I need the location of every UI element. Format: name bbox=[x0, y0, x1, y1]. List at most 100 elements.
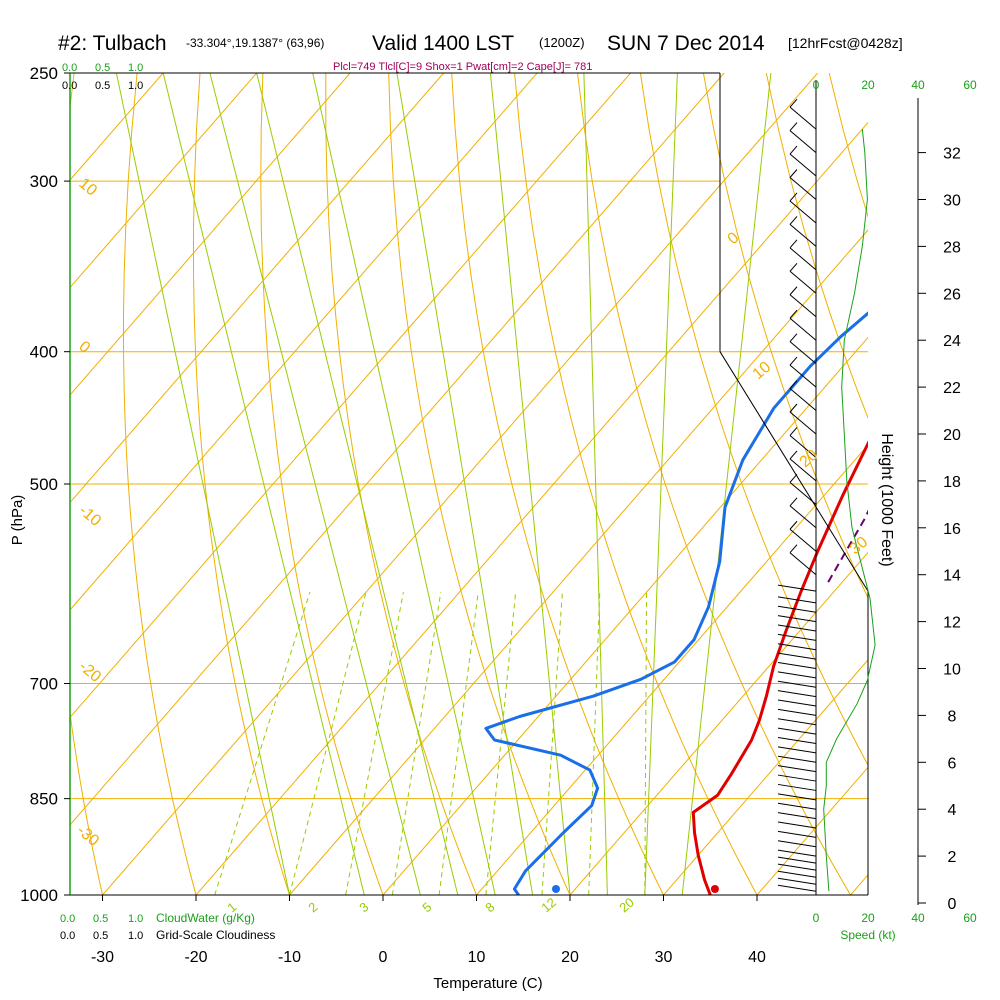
wind-barb bbox=[777, 877, 817, 885]
legend-top-black-1: 0.5 bbox=[95, 80, 110, 92]
height-tick-label: 28 bbox=[943, 239, 961, 256]
legend-bottom-black-0: 0.0 bbox=[60, 930, 75, 942]
plot-bevel-border bbox=[719, 351, 869, 592]
wind-barb bbox=[777, 708, 817, 716]
dry-adiabat bbox=[388, 73, 571, 895]
mixing-ratio-line bbox=[214, 591, 311, 895]
x-tick-label: 0 bbox=[379, 949, 388, 966]
wind-barb bbox=[777, 802, 817, 810]
isotherm-line bbox=[663, 659, 868, 895]
station-title: #2: Tulbach bbox=[58, 32, 167, 55]
wind-barb-flag bbox=[789, 216, 798, 225]
wind-barb-flag bbox=[789, 544, 798, 554]
height-tick-label: 10 bbox=[943, 662, 961, 679]
height-tick-label: 8 bbox=[948, 708, 957, 725]
y-axis-title: P (hPa) bbox=[9, 495, 26, 546]
mixing-ratio-line bbox=[438, 592, 479, 895]
wind-barb bbox=[777, 584, 817, 592]
wind-barb-flag bbox=[789, 380, 798, 389]
wind-barb-flag bbox=[789, 169, 798, 178]
forecast-date: SUN 7 Dec 2014 bbox=[607, 32, 765, 55]
dry-adiabat bbox=[828, 73, 868, 219]
wind-barb bbox=[789, 177, 817, 200]
height-tick-label: 12 bbox=[943, 615, 961, 632]
cloud-legend-top: 0.0 0.5 1.0 0.0 0.5 1.0 bbox=[62, 62, 143, 92]
height-tick-label: 30 bbox=[943, 193, 961, 210]
wind-barb bbox=[777, 746, 817, 754]
isotherm-line bbox=[70, 73, 258, 289]
isotherm-label: -20 bbox=[75, 658, 104, 686]
pressure-tick-label: 250 bbox=[30, 64, 58, 83]
sounding-traces bbox=[484, 311, 868, 895]
wind-barb-flag bbox=[789, 333, 798, 342]
height-tick-label: 32 bbox=[943, 146, 961, 163]
surface-temperature-dot bbox=[710, 885, 719, 893]
chart-header: #2: Tulbach -33.304°,19.1387° (63,96) Va… bbox=[58, 32, 903, 73]
mixing-ratio-line bbox=[485, 592, 517, 895]
isotherm-label: -30 bbox=[73, 822, 102, 850]
isobars bbox=[70, 72, 868, 896]
wind-barb-flag bbox=[789, 403, 798, 413]
pressure-tick-label: 300 bbox=[30, 172, 58, 191]
cloudwater-label: CloudWater (g/Kg) bbox=[156, 911, 255, 925]
mixing-ratio-line bbox=[289, 591, 367, 895]
legend-top-green-0: 0.0 bbox=[62, 62, 77, 74]
mixing-ratio-line bbox=[391, 592, 442, 895]
isotherm-label: 10 bbox=[75, 175, 100, 200]
wind-barb-flag bbox=[789, 98, 798, 108]
x-tick-label: 30 bbox=[655, 949, 673, 966]
wind-barb bbox=[789, 435, 817, 458]
wind-barb bbox=[777, 718, 817, 726]
wind-barb bbox=[789, 317, 817, 341]
speed-tick-top: 0 bbox=[813, 78, 820, 92]
x-tick-label: 10 bbox=[468, 949, 486, 966]
height-axis-title: Height (1000 Feet) bbox=[878, 433, 895, 566]
x-tick-label: -10 bbox=[278, 949, 301, 966]
wind-barb bbox=[777, 884, 817, 892]
mixing-ratio-label: 5 bbox=[419, 899, 434, 915]
mixing-ratio-label: 12 bbox=[538, 895, 559, 916]
height-tick-label: 26 bbox=[943, 286, 961, 303]
wind-barb bbox=[777, 870, 817, 878]
legend-bottom-black-1: 0.5 bbox=[93, 930, 108, 942]
height-tick-label: 6 bbox=[948, 755, 957, 772]
legend-bottom-green-1: 0.5 bbox=[93, 913, 108, 925]
pressure-tick-label: 850 bbox=[30, 790, 58, 809]
pressure-tick-label: 1000 bbox=[20, 886, 58, 905]
wind-barb bbox=[789, 130, 817, 153]
mixing-ratio-label: 3 bbox=[356, 899, 371, 915]
wind-barb-flag bbox=[789, 192, 798, 202]
speed-tick-bottom: 20 bbox=[861, 911, 875, 925]
wind-barb-flag bbox=[789, 520, 798, 530]
wind-barb bbox=[777, 662, 817, 669]
x-axis-title: Temperature (C) bbox=[433, 975, 542, 992]
mixing-ratio-label: 2 bbox=[305, 899, 320, 915]
speed-tick-bottom: 60 bbox=[963, 911, 977, 925]
x-tick-label: 20 bbox=[561, 949, 579, 966]
dry-adiabat bbox=[70, 73, 104, 895]
dry-adiabat bbox=[260, 73, 384, 895]
wind-barb bbox=[789, 200, 817, 224]
wind-barb bbox=[789, 481, 817, 505]
wind-barb-flag bbox=[789, 497, 798, 507]
wind-barb bbox=[777, 774, 817, 782]
legend-bottom-green-0: 0.0 bbox=[60, 913, 75, 925]
wind-barb bbox=[777, 605, 817, 613]
mixing-ratio-line bbox=[644, 592, 648, 895]
speed-tick-top: 60 bbox=[963, 78, 977, 92]
wind-barb bbox=[777, 727, 817, 735]
wind-barb bbox=[789, 388, 817, 411]
height-tick-label: 2 bbox=[948, 849, 957, 866]
wind-barb bbox=[777, 633, 817, 641]
height-tick-label: 14 bbox=[943, 568, 961, 585]
x-tick-label: -20 bbox=[184, 949, 207, 966]
isotherm-line bbox=[850, 874, 868, 895]
height-tick-label: 18 bbox=[943, 474, 961, 491]
mixing-ratio-line bbox=[345, 592, 404, 895]
wind-barb-flag bbox=[789, 474, 798, 483]
wind-barb bbox=[777, 596, 817, 604]
wind-barb bbox=[777, 690, 817, 698]
dry-adiabat bbox=[451, 73, 665, 895]
